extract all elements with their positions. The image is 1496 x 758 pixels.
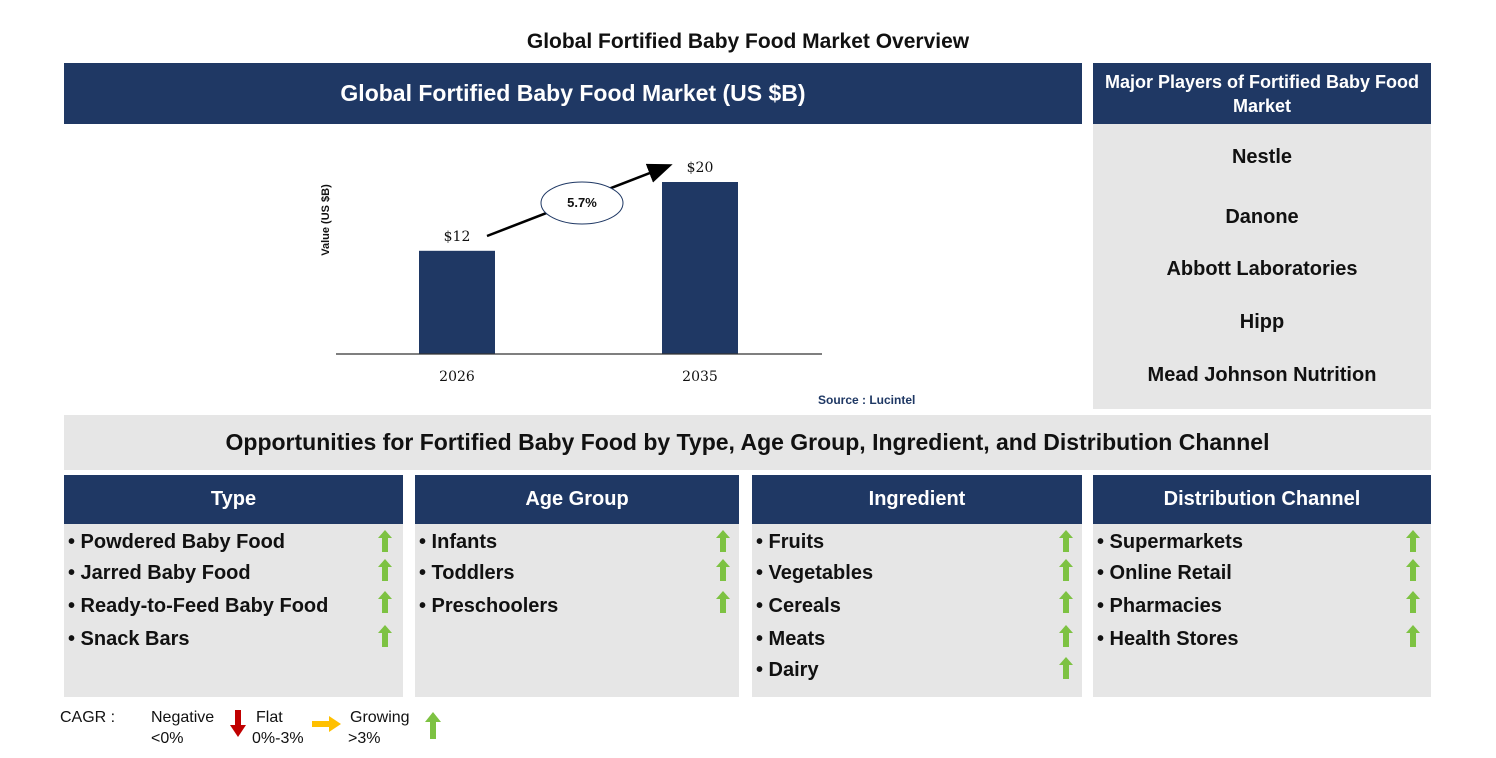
- segment-item: • Health Stores: [1097, 628, 1239, 650]
- bar: [662, 182, 738, 354]
- bar-value-label: $20: [687, 160, 714, 176]
- right-arrow-icon: [312, 716, 341, 732]
- up-arrow-icon: [425, 712, 441, 739]
- segment-header: Type: [64, 475, 403, 524]
- source-note: Source : Lucintel: [818, 393, 916, 407]
- bar: [419, 250, 495, 354]
- segment-header: Distribution Channel: [1093, 475, 1431, 524]
- player-item: Mead Johnson Nutrition: [1147, 364, 1377, 386]
- players-header: Major Players of Fortified Baby Food Mar…: [1093, 63, 1431, 124]
- segment-item: • Snack Bars: [68, 628, 190, 650]
- segment-item: • Cereals: [756, 595, 841, 617]
- up-arrow-icon: [1406, 559, 1420, 581]
- up-arrow-icon: [1059, 625, 1073, 647]
- legend-negative-label: Negative: [151, 709, 215, 726]
- up-arrow-icon: [378, 591, 392, 613]
- up-arrow-icon: [1059, 559, 1073, 581]
- page-title: Global Fortified Baby Food Market Overvi…: [526, 30, 970, 53]
- player-item: Abbott Laboratories: [1166, 258, 1358, 280]
- up-arrow-icon: [378, 530, 392, 552]
- legend-negative-range: <0%: [151, 730, 184, 747]
- cagr-ellipse: [540, 181, 624, 225]
- chart-header: Global Fortified Baby Food Market (US $B…: [64, 63, 1082, 124]
- players-list: Nestle Danone Abbott Laboratories Hipp M…: [1093, 124, 1431, 409]
- opportunities-title: Opportunities for Fortified Baby Food by…: [64, 415, 1431, 470]
- player-item: Nestle: [1231, 146, 1293, 168]
- segment-item: • Online Retail: [1097, 562, 1232, 584]
- x-tick-label: 2035: [682, 369, 718, 385]
- segment-body: [415, 524, 739, 697]
- segment-item: • Infants: [419, 531, 498, 553]
- up-arrow-icon: [1406, 530, 1420, 552]
- market-bar-chart: Value (US $B) $12 2026 $20 2035 5.7%: [320, 160, 822, 385]
- segment-body: [64, 524, 403, 697]
- segment-item: • Pharmacies: [1097, 595, 1222, 617]
- x-tick-label: 2026: [439, 369, 475, 385]
- bar-value-label: $12: [444, 229, 471, 245]
- up-arrow-icon: [1059, 591, 1073, 613]
- segment-item: • Supermarkets: [1097, 531, 1243, 553]
- up-arrow-icon: [1406, 591, 1420, 613]
- segment-item: • Dairy: [756, 659, 819, 681]
- y-axis-label: Value (US $B): [320, 184, 332, 256]
- down-arrow-icon: [230, 710, 246, 737]
- up-arrow-icon: [1059, 530, 1073, 552]
- legend-cagr-label: CAGR :: [60, 709, 116, 726]
- up-arrow-icon: [378, 559, 392, 581]
- up-arrow-icon: [1406, 625, 1420, 647]
- legend-flat-label: Flat: [256, 709, 283, 726]
- segment-header: Age Group: [415, 475, 739, 524]
- legend-growing-range: >3%: [348, 730, 381, 747]
- legend-flat-range: 0%-3%: [252, 730, 304, 747]
- cagr-value: 5.7%: [567, 195, 597, 210]
- segment-body: [1093, 524, 1431, 697]
- up-arrow-icon: [716, 530, 730, 552]
- segment-item: • Ready-to-Feed Baby Food: [68, 595, 329, 617]
- up-arrow-icon: [1059, 657, 1073, 679]
- segment-item: • Vegetables: [756, 562, 874, 584]
- up-arrow-icon: [716, 591, 730, 613]
- segment-item: • Powdered Baby Food: [68, 531, 286, 553]
- segment-body: [752, 524, 1082, 697]
- segment-item: • Meats: [756, 628, 826, 650]
- legend-growing-label: Growing: [350, 709, 410, 726]
- up-arrow-icon: [716, 559, 730, 581]
- segment-item: • Fruits: [756, 531, 825, 553]
- segment-item: • Jarred Baby Food: [68, 562, 251, 584]
- player-item: Danone: [1225, 206, 1299, 228]
- segment-header: Ingredient: [752, 475, 1082, 524]
- segment-item: • Preschoolers: [419, 595, 559, 617]
- player-item: Hipp: [1239, 311, 1285, 333]
- segment-item: • Toddlers: [419, 562, 515, 584]
- up-arrow-icon: [378, 625, 392, 647]
